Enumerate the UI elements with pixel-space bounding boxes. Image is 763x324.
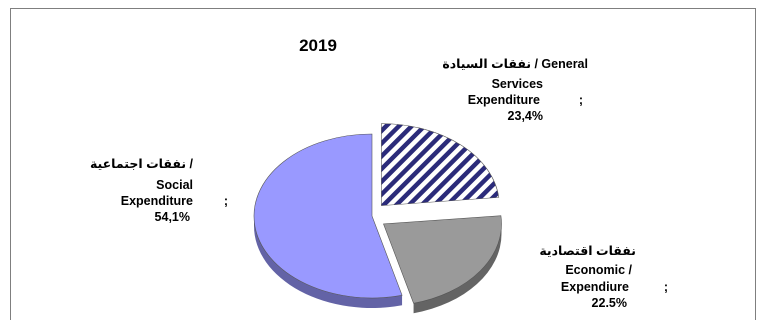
- pie-slice: [253, 133, 403, 299]
- slice-label-line: Economic /: [565, 263, 632, 277]
- slice-label-economic: نفقات اقتصادية Economic / Expendiure ; 2…: [539, 244, 668, 310]
- slice-label-line: نفقات اقتصادية: [539, 244, 636, 258]
- slice-label-percent: 54,1%: [155, 210, 190, 224]
- slice-label-line: Expendiure: [561, 280, 629, 294]
- slice-label-separator: ;: [579, 93, 583, 107]
- slice-label-separator: ;: [224, 194, 228, 208]
- slice-label-separator: ;: [664, 280, 668, 294]
- slice-label-percent: 22.5%: [592, 296, 627, 310]
- slice-label-general-services: نفقات السيادة / General Services Expendi…: [442, 57, 588, 123]
- pie-slice: [383, 215, 502, 304]
- slice-label-line: Services: [492, 77, 543, 91]
- slice-label-percent: 23,4%: [508, 109, 543, 123]
- slice-label-line: Expenditure: [121, 194, 193, 208]
- slice-label-line: Expenditure: [468, 93, 540, 107]
- slice-label-social: نفقات اجتماعية / Social Expenditure ; 54…: [90, 157, 228, 224]
- slice-label-line: Social: [156, 178, 193, 192]
- chart-title: 2019: [299, 36, 337, 55]
- pie-slice-side: [254, 216, 403, 308]
- chart-frame: [10, 8, 756, 320]
- slice-label-line: نفقات اجتماعية /: [90, 157, 194, 171]
- pie-slice-side: [413, 223, 502, 314]
- slice-label-line: نفقات السيادة / General: [442, 57, 588, 71]
- pie-slices: [253, 123, 502, 314]
- pie-slice: [381, 123, 500, 206]
